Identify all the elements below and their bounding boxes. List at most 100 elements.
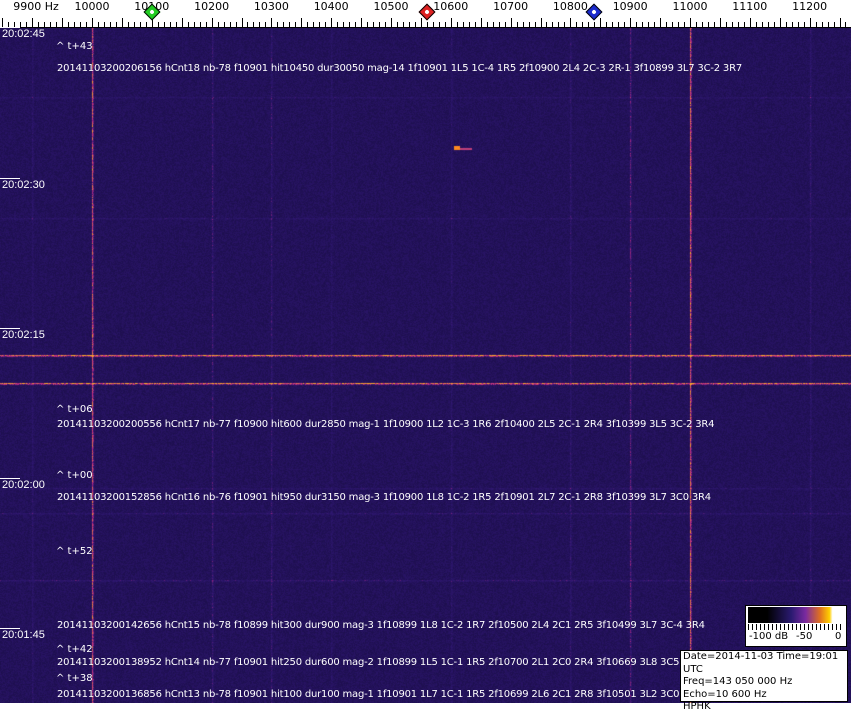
frequency-tick <box>517 22 518 28</box>
frequency-tick <box>684 22 685 28</box>
frequency-tick <box>415 22 416 28</box>
frequency-tick <box>188 22 189 28</box>
frequency-tick <box>648 22 649 28</box>
info-frequency: Freq=143 050 000 Hz <box>683 676 793 687</box>
frequency-tick <box>678 22 679 28</box>
time-label: 20:02:15 <box>2 329 45 341</box>
frequency-tick <box>385 22 386 28</box>
colorbar-label: -50 <box>796 631 813 642</box>
frequency-tick <box>134 22 135 28</box>
annotation: ^ t+42 <box>56 644 93 655</box>
detection-row: 20141103200138952 hCnt14 nb-77 f10901 hi… <box>57 657 689 668</box>
frequency-tick <box>212 18 213 28</box>
frequency-tick <box>654 22 655 28</box>
frequency-tick <box>110 22 111 28</box>
frequency-tick <box>810 18 811 28</box>
frequency-tick <box>493 22 494 28</box>
frequency-tick <box>804 22 805 28</box>
frequency-tick <box>224 22 225 28</box>
frequency-tick <box>475 22 476 28</box>
time-tick <box>0 27 20 28</box>
frequency-tick <box>469 22 470 28</box>
frequency-tick <box>744 22 745 28</box>
frequency-tick <box>277 22 278 28</box>
frequency-tick <box>56 22 57 28</box>
frequency-tick <box>564 22 565 28</box>
frequency-tick <box>696 22 697 28</box>
frequency-tick <box>594 22 595 28</box>
frequency-tick <box>708 22 709 28</box>
frequency-tick <box>68 22 69 28</box>
frequency-tick <box>122 18 123 28</box>
frequency-tick <box>32 18 33 28</box>
time-tick <box>0 328 20 329</box>
frequency-tick <box>487 22 488 28</box>
info-box: Date=2014-11-03 Time=19:01 UTC Freq=143 … <box>680 650 848 712</box>
frequency-tick-label: 11100 <box>732 0 768 13</box>
frequency-tick <box>236 22 237 28</box>
frequency-tick <box>373 22 374 28</box>
frequency-tick <box>798 22 799 28</box>
colorbar-legend: -100 dB -50 0 <box>745 605 847 647</box>
annotation: ^ t+43 <box>56 41 93 52</box>
frequency-tick <box>116 22 117 28</box>
frequency-tick <box>152 18 153 28</box>
frequency-tick <box>349 22 350 28</box>
time-label: 20:01:45 <box>2 629 45 641</box>
frequency-tick <box>546 22 547 28</box>
frequency-tick <box>582 22 583 28</box>
frequency-tick <box>642 22 643 28</box>
frequency-tick <box>774 22 775 28</box>
frequency-tick <box>523 22 524 28</box>
frequency-tick <box>558 22 559 28</box>
time-tick <box>0 628 20 629</box>
info-date-time: Date=2014-11-03 Time=19:01 UTC <box>683 651 839 675</box>
frequency-tick-label: 10300 <box>253 0 289 13</box>
frequency-tick <box>409 22 410 28</box>
frequency-tick <box>690 18 691 28</box>
frequency-tick <box>750 18 751 28</box>
frequency-tick <box>529 22 530 28</box>
frequency-tick-label: 11000 <box>672 0 708 13</box>
frequency-tick <box>630 18 631 28</box>
frequency-tick <box>756 22 757 28</box>
info-echo: Echo=10 600 Hz <box>683 688 767 700</box>
frequency-tick <box>361 18 362 28</box>
frequency-tick <box>355 22 356 28</box>
time-label: 20:02:30 <box>2 179 45 191</box>
frequency-tick <box>570 18 571 28</box>
frequency-tick <box>726 22 727 28</box>
detection-row: 20141103200152856 hCnt16 nb-76 f10901 hi… <box>57 492 711 503</box>
frequency-tick <box>421 18 422 28</box>
frequency-tick-label: 10700 <box>493 0 529 13</box>
frequency-tick <box>816 22 817 28</box>
frequency-tick <box>732 22 733 28</box>
axis-line <box>0 27 851 28</box>
frequency-tick <box>552 22 553 28</box>
frequency-tick <box>80 22 81 28</box>
detection-row: 20141103200206156 hCnt18 nb-78 f10901 hi… <box>57 63 742 74</box>
frequency-tick <box>128 22 129 28</box>
frequency-tick <box>618 22 619 28</box>
annotation: ^ t+52 <box>56 546 93 557</box>
frequency-tick <box>38 22 39 28</box>
frequency-tick-label: 10000 <box>74 0 110 13</box>
frequency-tick <box>612 22 613 28</box>
annotation: ^ t+06 <box>56 404 93 415</box>
frequency-tick <box>786 22 787 28</box>
frequency-tick <box>158 22 159 28</box>
frequency-tick <box>74 22 75 28</box>
frequency-tick <box>535 22 536 28</box>
frequency-tick <box>576 22 577 28</box>
frequency-tick <box>283 22 284 28</box>
frequency-tick <box>672 22 673 28</box>
frequency-tick <box>828 22 829 28</box>
frequency-tick <box>391 18 392 28</box>
colorbar-ticks <box>748 624 844 630</box>
frequency-tick <box>451 18 452 28</box>
frequency-tick <box>738 22 739 28</box>
frequency-tick <box>8 22 9 28</box>
frequency-tick <box>720 18 721 28</box>
frequency-tick-label: 10500 <box>373 0 409 13</box>
frequency-tick <box>271 18 272 28</box>
